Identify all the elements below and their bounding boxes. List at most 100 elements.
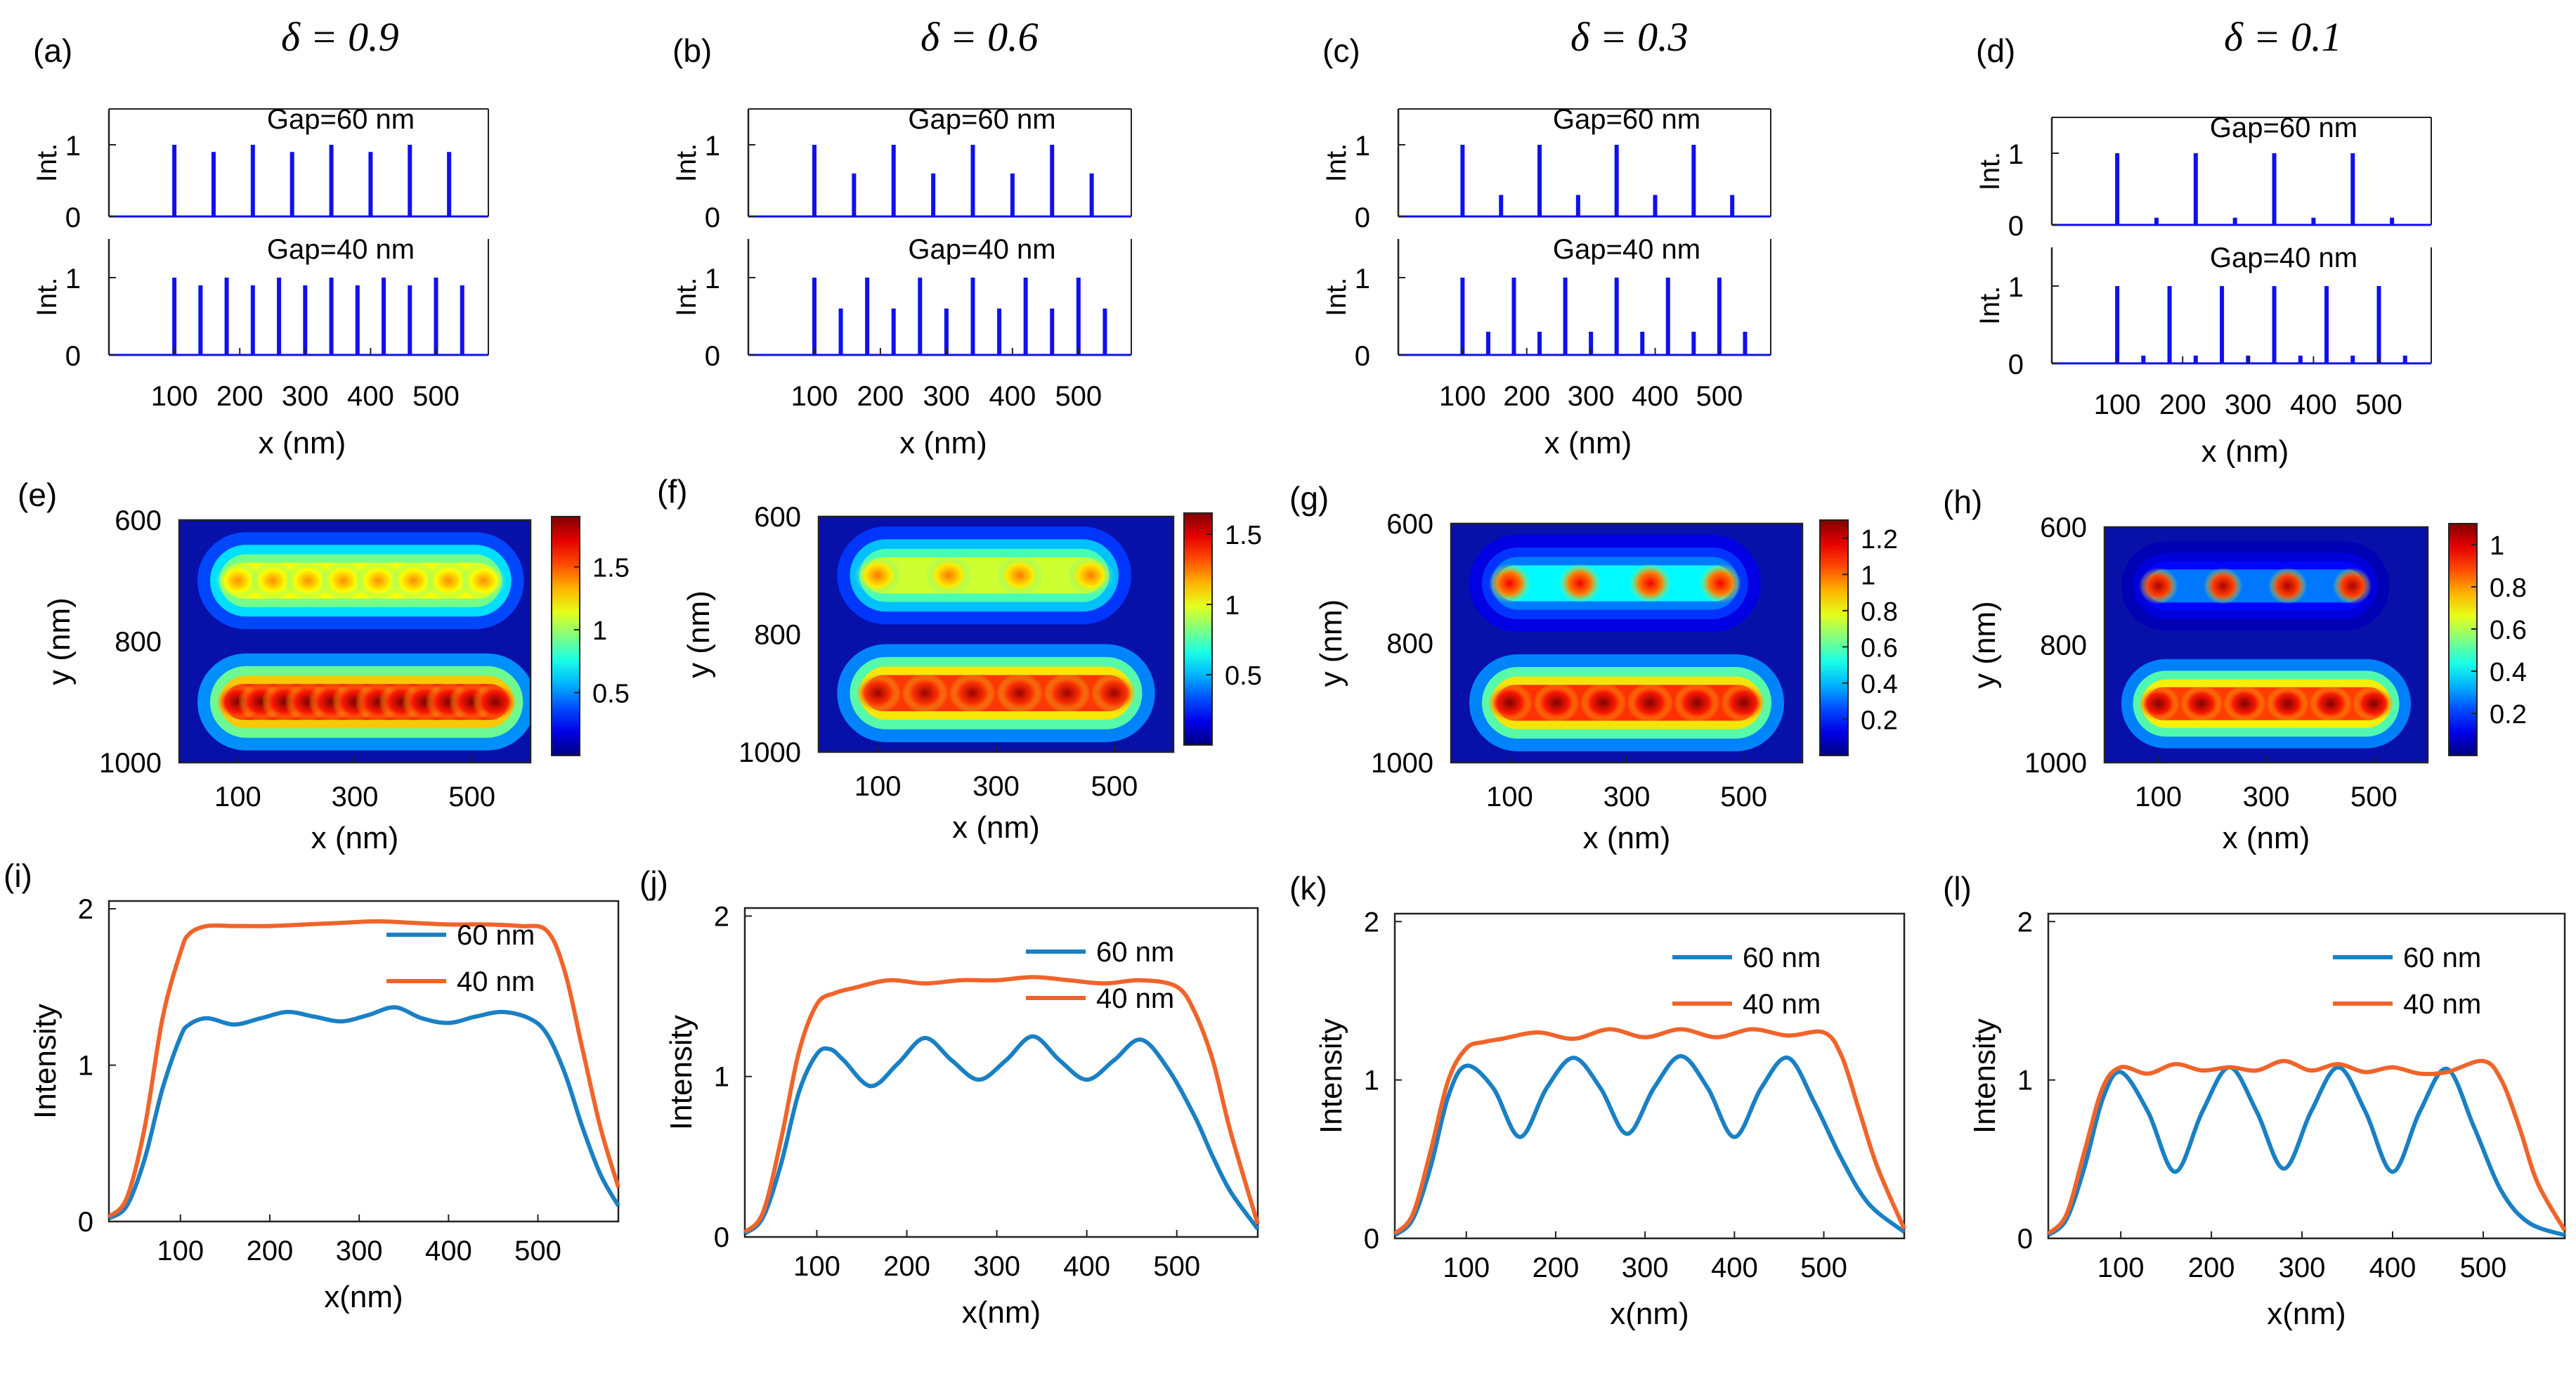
y-tick-label: 1 [1364, 1065, 1379, 1096]
intensity-stick [447, 152, 452, 216]
y-tick-label: 1000 [99, 748, 162, 779]
colorbar-tick-label: 0.2 [2490, 700, 2527, 730]
line-plot-frame [108, 900, 620, 1223]
y-axis-label: Int. [1975, 152, 2005, 191]
y-tick-label: 0 [714, 1222, 729, 1253]
legend-label: 40 nm [457, 966, 535, 997]
intensity-stick [1589, 332, 1594, 355]
x-tick-label: 100 [793, 1251, 840, 1282]
heatmap-intensity-spot [425, 560, 472, 601]
y-tick-label: 600 [754, 502, 801, 533]
x-tick-label: 100 [791, 381, 838, 412]
y-tick-label: 1 [714, 1062, 729, 1093]
panel-label: (d) [1976, 32, 2015, 69]
y-tick-label: 800 [2040, 630, 2087, 661]
gap-annotation: Gap=60 nm [1553, 104, 1700, 135]
intensity-stick [2350, 356, 2355, 363]
intensity-stick [970, 145, 975, 216]
colorbar-tick-label: 0.8 [1861, 597, 1898, 627]
x-tick-label: 200 [216, 381, 264, 412]
intensity-stick [2402, 356, 2407, 363]
x-tick-label: 300 [332, 782, 379, 812]
heatmap-intensity-spot [1699, 563, 1742, 604]
panel-label: (i) [4, 857, 32, 894]
x-axis-label: x (nm) [1583, 821, 1671, 855]
gap-annotation: Gap=40 nm [1553, 234, 1700, 265]
colorbar-tick-label: 0.6 [1861, 633, 1898, 663]
x-tick-label: 500 [1055, 381, 1102, 412]
series-line-60nm [108, 1005, 620, 1221]
heatmap-intensity-spot [2203, 567, 2243, 604]
x-tick-label: 400 [989, 381, 1036, 412]
x-tick-label: 400 [425, 1236, 472, 1266]
y-tick-label: 0 [1355, 341, 1370, 372]
intensity-stick [1460, 145, 1465, 216]
y-tick-label: 800 [1386, 628, 1433, 659]
y-tick-label: 0 [1355, 202, 1370, 233]
x-tick-label: 200 [2159, 389, 2206, 420]
intensity-stick [2272, 286, 2277, 363]
heatmap-plot [2105, 527, 2428, 763]
panel-label: (f) [657, 473, 687, 510]
y-axis-label: Intensity [1314, 1018, 1348, 1134]
series-line-40nm [107, 919, 620, 1219]
x-tick-label: 300 [282, 381, 329, 412]
heatmap-intensity-spot [1559, 563, 1601, 604]
colorbar-tick-label: 1 [2490, 531, 2504, 561]
x-tick-label: 500 [2355, 389, 2402, 420]
panel-label: (g) [1289, 480, 1329, 517]
intensity-stick [1537, 332, 1542, 355]
intensity-stick [460, 285, 464, 355]
intensity-stick [1089, 173, 1094, 216]
x-tick-label: 200 [247, 1236, 294, 1266]
colorbar-tick-label: 0.8 [2490, 573, 2527, 603]
y-tick-label: 2 [78, 894, 93, 925]
colorbar-tick-label: 0.5 [1225, 661, 1262, 691]
y-tick-label: 1 [78, 1051, 93, 1082]
intensity-stick [368, 152, 373, 216]
intensity-stick [2115, 153, 2120, 225]
intensity-stick [329, 145, 334, 216]
y-axis-label: Int. [1975, 286, 2005, 325]
colorbar-tick-label: 1.5 [592, 554, 630, 583]
intensity-stick [382, 278, 386, 355]
y-tick-label: 600 [115, 505, 162, 536]
heatmap-intensity-spot [1720, 682, 1767, 723]
legend-label: 60 nm [2403, 942, 2481, 973]
x-tick-label: 200 [857, 381, 904, 412]
intensity-stick [172, 145, 177, 216]
y-tick-label: 1000 [2024, 748, 2087, 779]
intensity-stick [2272, 153, 2277, 225]
x-tick-label: 300 [2243, 782, 2290, 812]
intensity-stick [852, 173, 857, 216]
intensity-stick [1076, 278, 1081, 355]
heatmap-plot [1451, 524, 1802, 763]
intensity-stick [1499, 195, 1504, 216]
x-tick-label: 100 [1443, 1252, 1490, 1283]
heatmap-intensity-spot [2268, 567, 2308, 604]
x-tick-label: 400 [1063, 1251, 1110, 1282]
heatmap-band-core [864, 557, 1104, 594]
y-tick-label: 0 [65, 202, 81, 233]
y-tick-label: 0 [1364, 1224, 1379, 1255]
y-axis-label: Int. [32, 278, 63, 317]
intensity-stick [2115, 286, 2120, 363]
x-tick-label: 500 [1696, 381, 1743, 412]
intensity-stick [224, 278, 229, 355]
y-tick-label: 0 [705, 202, 720, 233]
x-tick-label: 300 [336, 1236, 383, 1266]
intensity-stick [2324, 286, 2329, 363]
panel-title: δ = 0.6 [921, 14, 1039, 60]
x-tick-label: 500 [514, 1236, 561, 1266]
heatmap-intensity-spot [2332, 567, 2372, 604]
heatmap-intensity-spot [2223, 685, 2266, 722]
y-tick-label: 1 [2017, 1065, 2033, 1096]
x-tick-label: 200 [883, 1251, 930, 1282]
x-tick-label: 300 [973, 1251, 1020, 1282]
x-tick-label: 200 [1503, 381, 1550, 412]
intensity-stick [1102, 309, 1107, 355]
panel-label: (e) [18, 477, 57, 513]
x-axis-label: x (nm) [899, 426, 987, 460]
y-tick-label: 0 [2017, 1224, 2033, 1255]
